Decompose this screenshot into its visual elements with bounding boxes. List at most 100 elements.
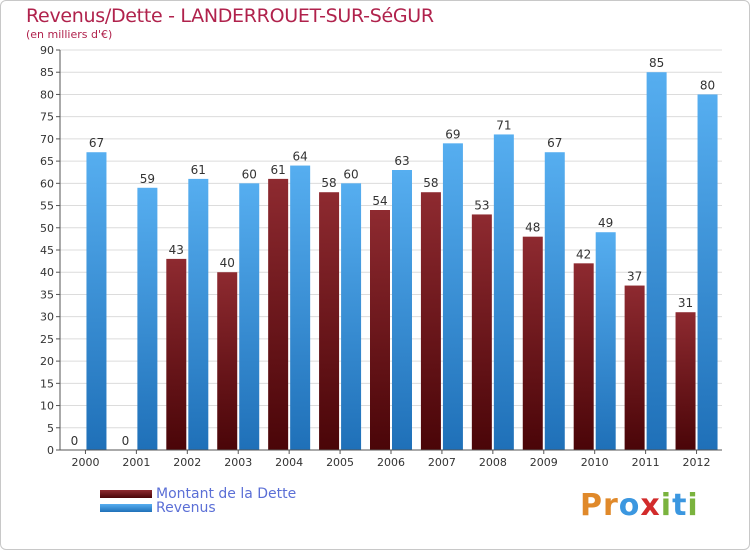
bar [370, 210, 390, 450]
data-label: 67 [547, 136, 562, 150]
bar [471, 214, 492, 450]
y-tick-label: 45 [40, 244, 54, 257]
data-label: 54 [372, 194, 387, 208]
x-tick-label: 2012 [683, 456, 711, 469]
data-label: 58 [423, 176, 438, 190]
x-tick-label: 2011 [632, 456, 660, 469]
data-label: 37 [627, 270, 642, 284]
labels: 0 67 0 59 43 61 40 60 61 64 58 60 54 63 58 69 53 71 48 67 42… [71, 56, 716, 448]
data-label: 64 [293, 150, 308, 164]
logo-letter: t [672, 488, 688, 523]
x-tick-label: 2010 [581, 456, 609, 469]
y-tick-label: 80 [40, 88, 54, 101]
chart-title: Revenus/Dette - LANDERROUET-SUR-SéGUR [26, 5, 434, 27]
y-tick-label: 85 [40, 66, 54, 79]
data-label: 0 [122, 434, 130, 448]
data-label: 42 [576, 247, 591, 261]
data-label: 67 [89, 136, 104, 150]
bar [392, 170, 412, 450]
logo-letter: P [580, 488, 603, 523]
bar [188, 178, 209, 450]
data-label: 71 [496, 118, 511, 132]
x-tick-label: 2009 [530, 456, 558, 469]
legend-item-debt: Montant de la Dette [100, 486, 296, 502]
bar [420, 192, 441, 450]
y-tick-label: 20 [40, 355, 54, 368]
y-tick-label: 0 [47, 444, 54, 457]
data-label: 40 [220, 256, 235, 270]
y-tick-label: 75 [40, 111, 54, 124]
x-tick-label: 2004 [275, 456, 303, 469]
y-tick-label: 55 [40, 200, 54, 213]
bar [646, 72, 667, 450]
bar [675, 312, 696, 450]
y-tick-label: 70 [40, 133, 54, 146]
bar [573, 263, 594, 450]
data-label: 31 [678, 296, 693, 310]
data-label: 59 [140, 172, 155, 186]
legend-item-revenue: Revenus [100, 500, 216, 516]
logo-letter: i [687, 488, 699, 523]
bars [86, 72, 718, 451]
bar [522, 236, 543, 450]
bar [217, 272, 238, 450]
data-label: 48 [525, 221, 540, 235]
chart-subtitle: (en milliers d'€) [26, 28, 113, 41]
y-tick-label: 90 [40, 44, 54, 57]
data-label: 0 [71, 434, 79, 448]
y-tick-label: 40 [40, 266, 54, 279]
x-tick-label: 2000 [71, 456, 99, 469]
legend-label-debt: Montant de la Dette [156, 486, 297, 502]
data-label: 63 [394, 154, 409, 168]
x-tick-label: 2007 [428, 456, 456, 469]
bar [268, 178, 289, 450]
proxiti-logo: Proxiti [580, 488, 699, 523]
x-tick-label: 2003 [224, 456, 252, 469]
data-label: 61 [191, 163, 206, 177]
y-tick-label: 50 [40, 222, 54, 235]
data-label: 60 [242, 167, 257, 181]
bar [290, 165, 311, 451]
y-tick-label: 65 [40, 155, 54, 168]
x-tick-label: 2008 [479, 456, 507, 469]
y-tick-label: 60 [40, 177, 54, 190]
bar [442, 143, 463, 451]
data-label: 43 [169, 243, 184, 257]
y-tick-label: 35 [40, 288, 54, 301]
y-tick-label: 5 [47, 422, 54, 435]
data-label: 58 [321, 176, 336, 190]
legend-swatch-debt [100, 490, 152, 498]
y-tick-label: 10 [40, 400, 54, 413]
y-tick-label: 25 [40, 333, 54, 346]
x-tick-label: 2006 [377, 456, 405, 469]
legend-swatch-revenue [100, 504, 152, 512]
bar [493, 134, 514, 450]
bar [137, 187, 158, 450]
bar [595, 232, 616, 450]
x-tick-label: 2002 [173, 456, 201, 469]
data-label: 61 [271, 163, 286, 177]
y-tick-label: 30 [40, 311, 54, 324]
x-tick-label: 2005 [326, 456, 354, 469]
legend-label-revenue: Revenus [156, 500, 216, 516]
bar [239, 183, 260, 451]
bar [697, 94, 718, 450]
bar [544, 152, 565, 450]
data-label: 49 [598, 216, 613, 230]
bar [86, 152, 107, 450]
data-label: 69 [445, 127, 460, 141]
logo-letter: i [660, 488, 673, 523]
data-label: 60 [343, 167, 358, 181]
axes: 0 5 10 15 20 25 30 35 40 45 50 55 60 65 70 75 80 85 90 2000… [40, 44, 722, 469]
grid-lines [60, 49, 722, 451]
data-label: 85 [649, 56, 664, 70]
logo-letter: r [603, 488, 619, 523]
bar [341, 183, 362, 451]
x-tick-label: 2001 [122, 456, 150, 469]
logo-letter: x [640, 488, 661, 523]
bar [166, 258, 187, 450]
bar [319, 192, 340, 450]
logo-letter: o [618, 488, 641, 523]
data-label: 80 [700, 78, 715, 92]
